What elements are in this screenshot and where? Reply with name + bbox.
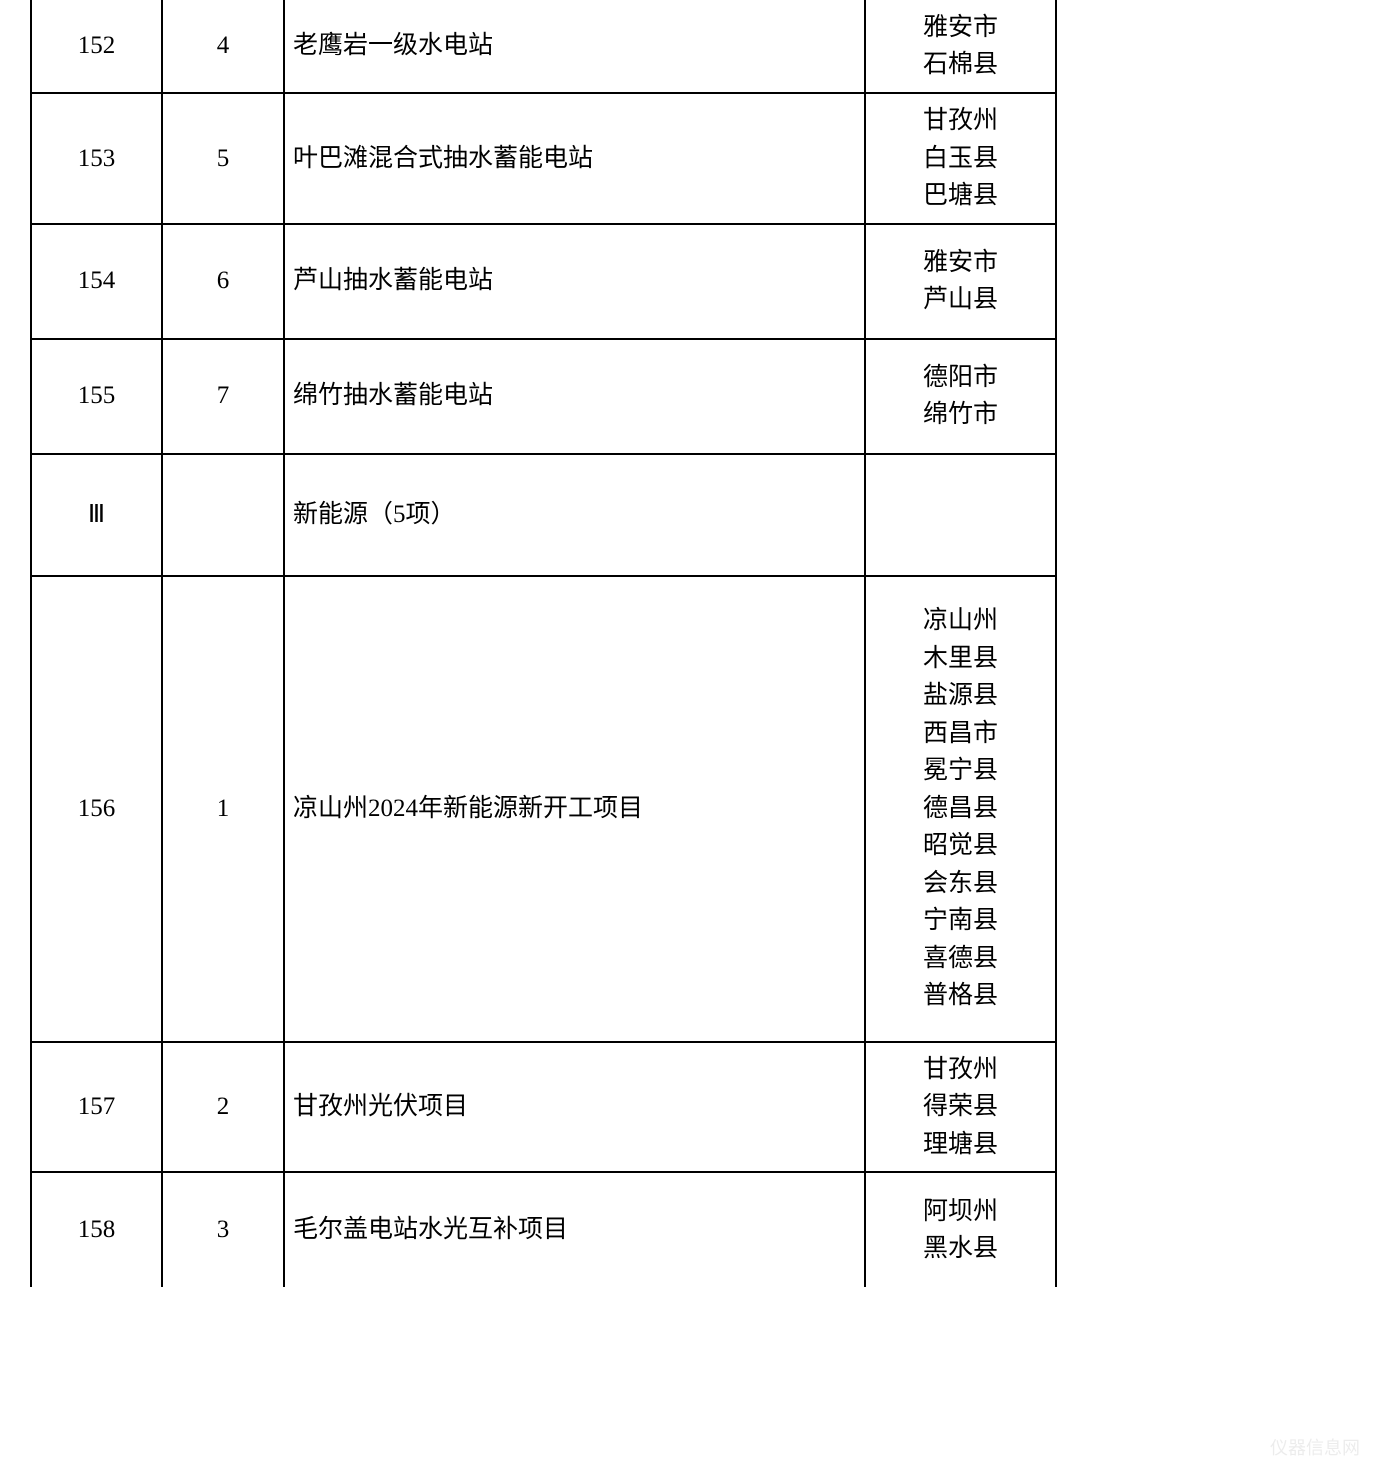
table-row: 154 6 芦山抽水蓄能电站 雅安市芦山县	[31, 224, 1056, 339]
project-cell: 甘孜州光伏项目	[284, 1042, 865, 1173]
table-row: 156 1 凉山州2024年新能源新开工项目 凉山州木里县盐源县西昌市冕宁县德昌…	[31, 576, 1056, 1042]
seq-cell: 152	[31, 0, 162, 93]
subseq-cell: 1	[162, 576, 284, 1042]
table-row: 158 3 毛尔盖电站水光互补项目 阿坝州黑水县	[31, 1172, 1056, 1287]
table-row: 155 7 绵竹抽水蓄能电站 德阳市绵竹市	[31, 339, 1056, 454]
seq-cell: Ⅲ	[31, 454, 162, 576]
project-cell: 毛尔盖电站水光互补项目	[284, 1172, 865, 1287]
subseq-cell: 3	[162, 1172, 284, 1287]
project-cell: 叶巴滩混合式抽水蓄能电站	[284, 93, 865, 224]
seq-cell: 157	[31, 1042, 162, 1173]
seq-cell: 153	[31, 93, 162, 224]
subseq-cell: 6	[162, 224, 284, 339]
subseq-cell	[162, 454, 284, 576]
project-cell: 芦山抽水蓄能电站	[284, 224, 865, 339]
project-cell: 绵竹抽水蓄能电站	[284, 339, 865, 454]
table-row: Ⅲ 新能源（5项）	[31, 454, 1056, 576]
project-cell: 老鹰岩一级水电站	[284, 0, 865, 93]
seq-cell: 155	[31, 339, 162, 454]
project-cell: 新能源（5项）	[284, 454, 865, 576]
project-table: 152 4 老鹰岩一级水电站 雅安市石棉县 153 5 叶巴滩混合式抽水蓄能电站…	[30, 0, 1057, 1287]
location-cell: 甘孜州白玉县巴塘县	[865, 93, 1056, 224]
seq-cell: 156	[31, 576, 162, 1042]
location-cell: 雅安市芦山县	[865, 224, 1056, 339]
subseq-cell: 5	[162, 93, 284, 224]
table-row: 153 5 叶巴滩混合式抽水蓄能电站 甘孜州白玉县巴塘县	[31, 93, 1056, 224]
subseq-cell: 7	[162, 339, 284, 454]
seq-cell: 154	[31, 224, 162, 339]
location-cell: 甘孜州得荣县理塘县	[865, 1042, 1056, 1173]
location-cell: 雅安市石棉县	[865, 0, 1056, 93]
table-row: 157 2 甘孜州光伏项目 甘孜州得荣县理塘县	[31, 1042, 1056, 1173]
location-cell: 德阳市绵竹市	[865, 339, 1056, 454]
table-row: 152 4 老鹰岩一级水电站 雅安市石棉县	[31, 0, 1056, 93]
watermark-text: 仪器信息网	[1270, 1434, 1360, 1460]
seq-cell: 158	[31, 1172, 162, 1287]
subseq-cell: 2	[162, 1042, 284, 1173]
subseq-cell: 4	[162, 0, 284, 93]
location-cell: 凉山州木里县盐源县西昌市冕宁县德昌县昭觉县会东县宁南县喜德县普格县	[865, 576, 1056, 1042]
location-cell: 阿坝州黑水县	[865, 1172, 1056, 1287]
location-cell	[865, 454, 1056, 576]
project-cell: 凉山州2024年新能源新开工项目	[284, 576, 865, 1042]
